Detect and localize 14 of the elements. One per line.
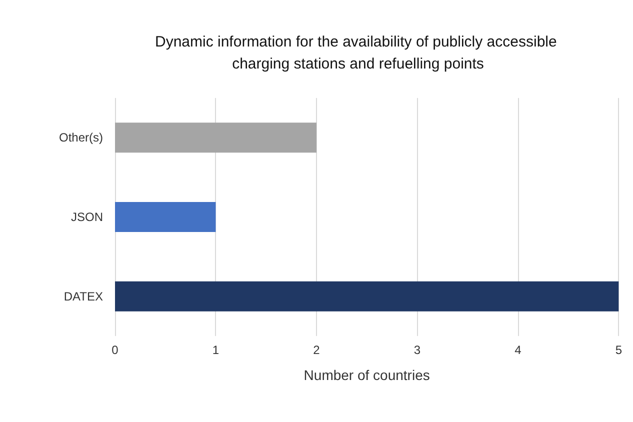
- bar: [115, 202, 216, 232]
- x-tick-label: 3: [414, 343, 421, 357]
- x-tick-label: 0: [112, 343, 119, 357]
- y-tick-label: DATEX: [64, 289, 103, 304]
- x-axis-title: Number of countries: [304, 367, 430, 383]
- x-tick-label: 4: [514, 343, 522, 357]
- chart-title: Dynamic information for the availability of publicly accessible charging stations and refuelling points: [154, 34, 562, 72]
- x-tick-label: 5: [615, 343, 622, 357]
- y-tick-label: JSON: [70, 210, 103, 224]
- bar: [115, 122, 316, 153]
- x-tick-label: 1: [212, 343, 220, 357]
- bar: [115, 281, 619, 312]
- x-tick-label: 2: [313, 343, 320, 357]
- y-tick-label: Other(s): [58, 130, 103, 145]
